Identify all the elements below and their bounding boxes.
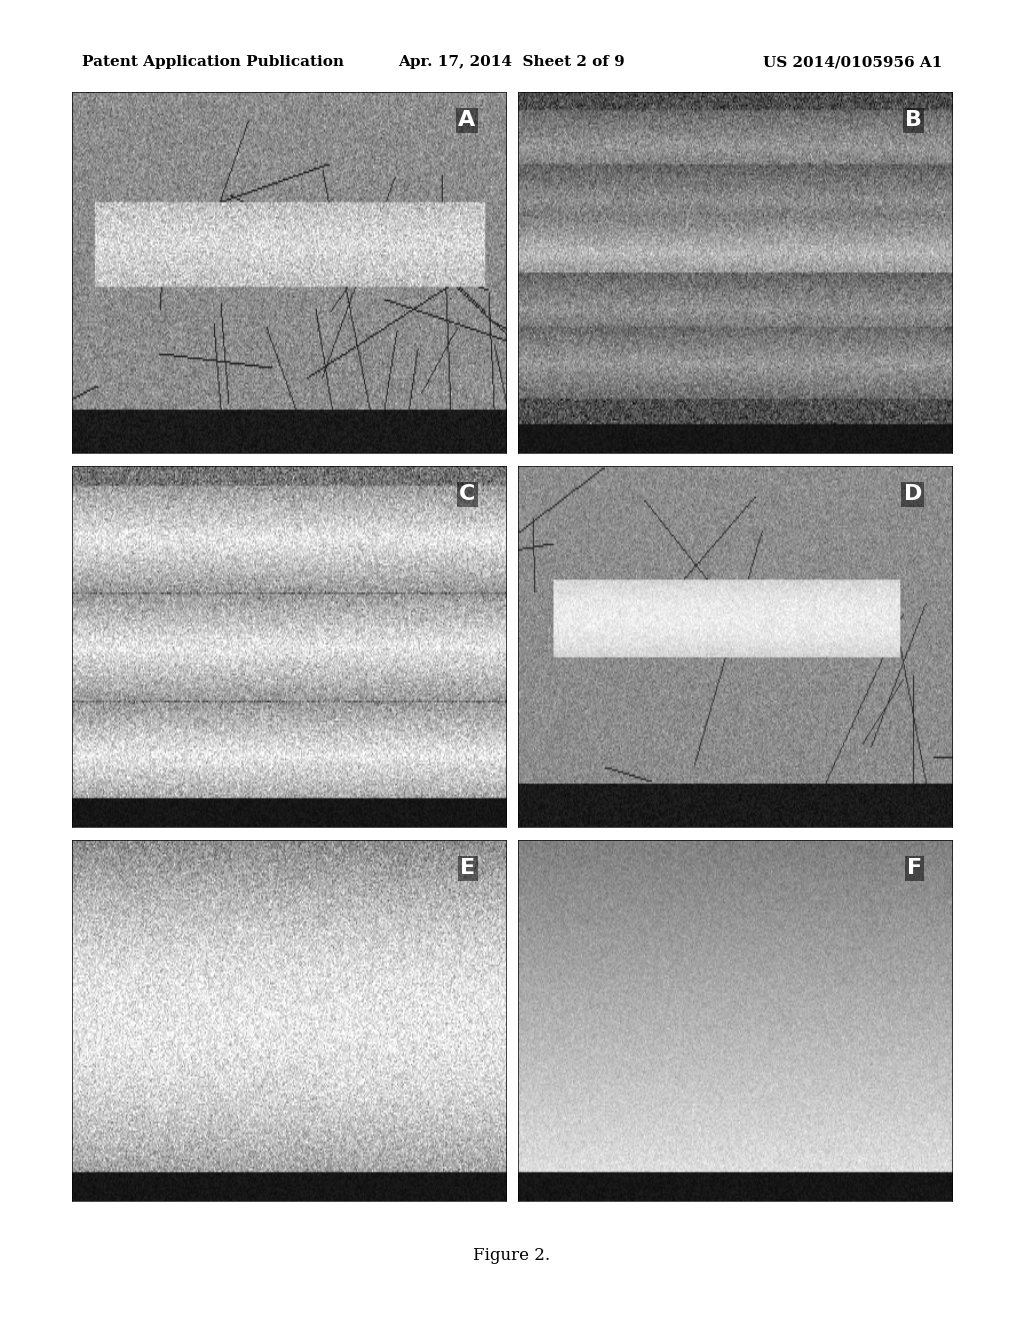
Text: F: F bbox=[907, 858, 922, 878]
Text: E: E bbox=[461, 858, 475, 878]
Text: Figure 2.: Figure 2. bbox=[473, 1247, 551, 1265]
Text: B: B bbox=[905, 111, 922, 131]
Text: A: A bbox=[458, 111, 475, 131]
Text: C: C bbox=[459, 484, 475, 504]
Text: Apr. 17, 2014  Sheet 2 of 9: Apr. 17, 2014 Sheet 2 of 9 bbox=[398, 55, 626, 70]
Text: Patent Application Publication: Patent Application Publication bbox=[82, 55, 344, 70]
Text: US 2014/0105956 A1: US 2014/0105956 A1 bbox=[763, 55, 942, 70]
Text: D: D bbox=[903, 484, 922, 504]
